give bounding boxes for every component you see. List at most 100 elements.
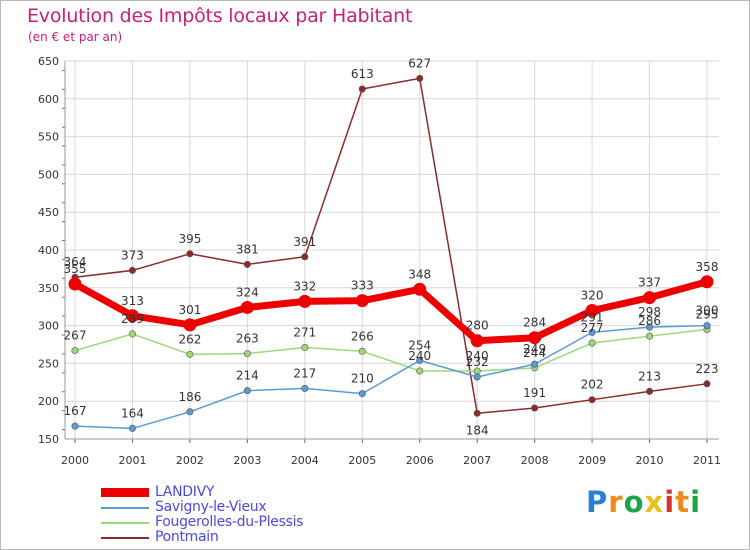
data-label-savigny-le-vieux: 214	[236, 369, 259, 383]
data-label-pontmain: 613	[351, 67, 374, 81]
x-tick-label: 2004	[291, 454, 319, 467]
x-tick-label: 2007	[463, 454, 491, 467]
data-label-fougerolles-du-plessis: 262	[178, 332, 201, 346]
x-tick-label: 2006	[406, 454, 434, 467]
data-point-fougerolles-du-plessis	[358, 347, 366, 355]
x-tick-label: 2008	[521, 454, 549, 467]
data-label-fougerolles-du-plessis: 263	[236, 332, 259, 346]
data-label-fougerolles-du-plessis: 289	[121, 312, 144, 326]
data-point-pontmain	[301, 253, 309, 261]
chart-subtitle: (en € et par an)	[28, 30, 123, 44]
data-point-landivy	[470, 334, 484, 348]
data-label-pontmain: 373	[121, 248, 144, 262]
data-label-savigny-le-vieux: 186	[178, 390, 201, 404]
data-point-pontmain	[703, 380, 711, 388]
data-label-fougerolles-du-plessis: 277	[581, 321, 604, 335]
data-point-fougerolles-du-plessis	[301, 344, 309, 352]
data-label-fougerolles-du-plessis: 295	[696, 307, 719, 321]
data-point-pontmain	[646, 387, 654, 395]
x-tick-label: 2011	[693, 454, 721, 467]
data-point-pontmain	[473, 409, 481, 417]
data-point-landivy	[183, 318, 197, 332]
y-tick-label: 450	[38, 206, 59, 219]
data-label-layer: 364 373 395 381 391 613 627 184 191 202 213 223 267 2…	[64, 56, 719, 437]
x-tick-label: 2000	[61, 454, 89, 467]
data-point-landivy	[125, 309, 139, 323]
data-label-landivy: 320	[581, 288, 604, 302]
y-tick-label: 300	[38, 320, 59, 333]
data-label-fougerolles-du-plessis: 271	[293, 326, 316, 340]
data-label-landivy: 337	[638, 276, 661, 290]
chart-legend: LANDIVY Savigny-le-Vieux Fougerolles-du-…	[101, 485, 361, 545]
data-label-landivy: 301	[178, 303, 201, 317]
x-tick-label: 2009	[578, 454, 606, 467]
y-tick-label: 650	[38, 55, 59, 68]
data-point-savigny-le-vieux	[128, 424, 136, 432]
data-label-landivy: 284	[523, 316, 546, 330]
logo-letter: P	[586, 485, 609, 519]
series-layer	[68, 74, 714, 432]
data-point-fougerolles-du-plessis	[128, 330, 136, 338]
data-label-pontmain: 364	[64, 255, 87, 269]
y-tick-label: 400	[38, 244, 59, 257]
y-tick-label: 150	[38, 433, 59, 446]
data-point-pontmain	[358, 85, 366, 93]
data-label-pontmain: 184	[466, 423, 489, 437]
data-label-landivy: 333	[351, 279, 374, 293]
data-point-savigny-le-vieux	[531, 360, 539, 368]
legend-label-pontmain: Pontmain	[155, 529, 219, 545]
data-label-pontmain: 202	[581, 378, 604, 392]
data-label-fougerolles-du-plessis: 240	[408, 349, 431, 363]
logo-letter: i	[664, 485, 676, 519]
x-tick-label: 2001	[118, 454, 146, 467]
logo-letter: r	[608, 485, 624, 519]
x-tick-label: 2003	[233, 454, 261, 467]
x-tick-label: 2010	[636, 454, 664, 467]
data-label-savigny-le-vieux: 210	[351, 372, 374, 386]
data-point-pontmain	[243, 260, 251, 268]
data-label-savigny-le-vieux: 167	[64, 404, 87, 418]
data-label-landivy: 280	[466, 319, 489, 333]
data-point-savigny-le-vieux	[416, 356, 424, 364]
data-point-fougerolles-du-plessis	[186, 350, 194, 358]
data-label-fougerolles-du-plessis: 286	[638, 314, 661, 328]
data-point-fougerolles-du-plessis	[243, 350, 251, 358]
data-label-landivy: 355	[64, 262, 87, 276]
data-point-savigny-le-vieux	[646, 323, 654, 331]
data-point-landivy	[413, 282, 427, 296]
data-point-fougerolles-du-plessis	[588, 339, 596, 347]
data-point-pontmain	[416, 74, 424, 82]
data-label-savigny-le-vieux: 254	[408, 338, 431, 352]
data-label-savigny-le-vieux: 217	[293, 366, 316, 380]
series-line-fougerolles-du-plessis	[74, 328, 708, 372]
x-tick-label: 2002	[176, 454, 204, 467]
grid-layer	[65, 60, 719, 440]
data-label-pontmain: 391	[293, 235, 316, 249]
data-label-landivy: 332	[293, 279, 316, 293]
data-point-savigny-le-vieux	[703, 322, 711, 330]
legend-swatch-landivy	[101, 488, 149, 497]
data-point-savigny-le-vieux	[186, 408, 194, 416]
axis-layer: 150 200 250 300 350 400 450 500 550 600 650 2000 200…	[38, 55, 721, 467]
data-label-savigny-le-vieux: 164	[121, 406, 144, 420]
data-label-landivy: 358	[696, 260, 719, 274]
data-point-landivy	[528, 331, 542, 345]
data-point-savigny-le-vieux	[358, 390, 366, 398]
data-label-landivy: 313	[121, 294, 144, 308]
legend-label-fougerolles-du-plessis: Fougerolles-du-Plessis	[155, 514, 304, 530]
chart-title: Evolution des Impôts locaux par Habitant	[27, 5, 413, 27]
series-line-landivy	[71, 278, 711, 345]
series-line-savigny-le-vieux	[74, 324, 708, 430]
data-point-pontmain	[128, 266, 136, 274]
data-point-landivy	[240, 300, 254, 314]
logo-letter: t	[675, 485, 691, 519]
data-label-savigny-le-vieux: 249	[523, 342, 546, 356]
data-label-pontmain: 395	[178, 232, 201, 246]
legend-swatch-savigny-le-vieux	[101, 507, 149, 509]
series-line-pontmain	[74, 77, 708, 415]
data-point-pontmain	[531, 404, 539, 412]
y-tick-label: 600	[38, 93, 59, 106]
data-point-landivy	[355, 294, 369, 308]
data-point-savigny-le-vieux	[243, 387, 251, 395]
